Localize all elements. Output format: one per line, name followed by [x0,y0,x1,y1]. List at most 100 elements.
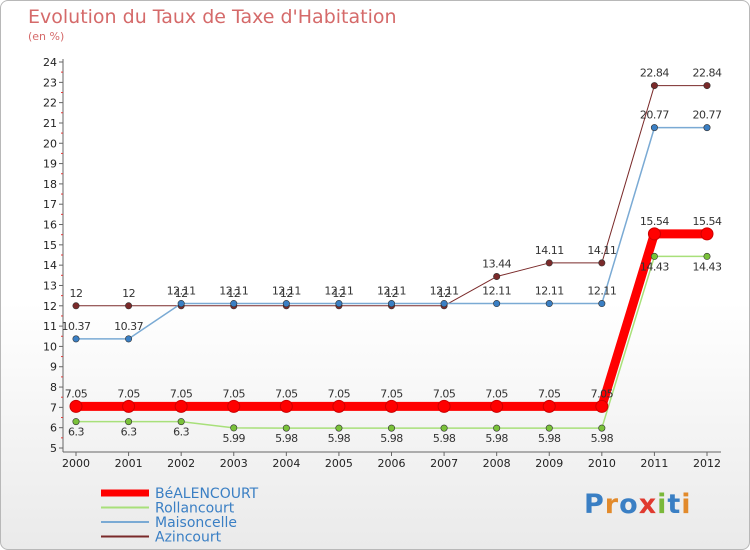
data-label-bealencourt: 15.54 [693,215,722,228]
data-point-rollancourt [72,418,80,426]
logo-letter: t [667,489,682,520]
data-point-bealencourt [542,399,556,413]
logo-letter: r [604,489,620,520]
data-label-maisoncelle: 20.77 [693,109,722,122]
data-label-maisoncelle: 12.11 [272,285,301,298]
x-tick-label: 2007 [430,457,458,470]
data-label-rollancourt: 5.98 [485,432,508,445]
data-label-azincourt: 12 [70,287,83,300]
data-label-maisoncelle: 12.11 [377,285,406,298]
data-label-maisoncelle: 20.77 [640,109,669,122]
y-tick-label: 13 [43,279,57,292]
data-label-maisoncelle: 12.11 [167,285,196,298]
y-tick-label: 15 [43,239,57,252]
y-tick-label: 11 [43,320,57,333]
y-tick-label: 12 [43,300,57,313]
data-point-rollancourt [493,424,501,432]
y-tick-label: 20 [43,137,57,150]
data-label-rollancourt: 5.98 [380,432,403,445]
data-point-bealencourt [122,399,136,413]
x-tick-label: 2012 [693,457,721,470]
x-tick-label: 2008 [483,457,511,470]
data-label-maisoncelle: 12.11 [587,285,616,298]
data-label-azincourt: 12 [122,287,135,300]
data-point-maisoncelle [125,335,133,343]
data-label-rollancourt: 5.98 [591,432,614,445]
data-label-bealencourt: 7.05 [538,387,561,400]
data-point-bealencourt [647,227,661,241]
x-tick-label: 2005 [325,457,353,470]
data-label-azincourt: 12 [332,287,345,300]
data-label-maisoncelle: 10.37 [62,320,91,333]
y-tick-label: 18 [43,178,57,191]
y-tick-label: 16 [43,219,57,232]
x-tick-label: 2000 [62,457,90,470]
data-label-maisoncelle: 12.11 [430,285,459,298]
legend-label-azincourt: Azincourt [155,530,222,546]
data-label-azincourt: 12 [280,287,293,300]
y-tick-label: 9 [50,361,57,374]
data-point-bealencourt [385,399,398,413]
data-label-rollancourt: 5.98 [433,432,456,445]
data-point-maisoncelle [703,124,711,132]
chart-subtitle: (en %) [28,30,65,43]
x-tick-label: 2002 [167,457,195,470]
data-point-rollancourt [282,424,290,432]
x-tick-label: 2001 [115,457,143,470]
data-point-rollancourt [598,424,606,432]
data-point-rollancourt [125,418,133,426]
data-label-maisoncelle: 12.11 [324,285,353,298]
data-label-bealencourt: 7.05 [380,387,403,400]
data-label-azincourt: 12 [175,287,188,300]
data-point-maisoncelle [177,300,185,308]
data-point-bealencourt [490,399,504,413]
data-point-maisoncelle [598,300,606,308]
logo-letter: o [619,489,639,520]
data-label-bealencourt: 7.05 [117,387,140,400]
data-point-bealencourt [227,399,241,413]
logo-letter: i [657,489,668,520]
data-label-maisoncelle: 12.11 [482,285,511,298]
x-tick-label: 2004 [272,457,300,470]
data-label-azincourt: 12 [227,287,240,300]
x-tick-label: 2011 [640,457,668,470]
chart-title: Evolution du Taux de Taxe d'Habitation [28,6,397,28]
series-line-bealencourt [71,229,712,411]
x-tick-label: 2009 [535,457,563,470]
data-point-rollancourt [650,252,658,260]
y-tick-label: 22 [43,97,57,110]
data-point-maisoncelle [335,300,343,308]
data-label-azincourt: 12 [385,287,398,300]
data-label-maisoncelle: 12.11 [219,285,248,298]
data-point-maisoncelle [282,300,290,308]
data-point-maisoncelle [545,300,553,308]
data-label-maisoncelle: 12.11 [535,285,564,298]
y-tick-label: 17 [43,198,57,211]
data-label-rollancourt: 5.98 [275,432,298,445]
data-point-rollancourt [387,424,395,432]
data-point-maisoncelle [72,335,80,343]
data-label-bealencourt: 7.05 [223,387,246,400]
legend-label-bealencourt: BéALENCOURT [155,486,259,502]
data-point-rollancourt [545,424,553,432]
y-tick-label: 10 [43,340,57,353]
y-tick-label: 14 [43,259,57,272]
data-label-bealencourt: 7.05 [485,387,508,400]
x-tick-label: 2006 [378,457,406,470]
data-point-rollancourt [335,424,343,432]
x-tick-label: 2010 [588,457,616,470]
data-point-azincourt [125,302,133,310]
data-label-azincourt: 13.44 [482,258,511,271]
data-point-rollancourt [703,252,711,260]
data-label-azincourt: 14.11 [535,244,564,257]
data-label-bealencourt: 15.54 [640,215,669,228]
series-line-azincourt [75,85,708,307]
data-label-azincourt: 22.84 [693,67,722,80]
data-label-rollancourt: 5.99 [223,432,246,445]
logo-letter: i [681,489,692,520]
data-point-azincourt [703,82,711,90]
data-label-bealencourt: 7.05 [65,387,88,400]
data-point-bealencourt [69,399,83,413]
